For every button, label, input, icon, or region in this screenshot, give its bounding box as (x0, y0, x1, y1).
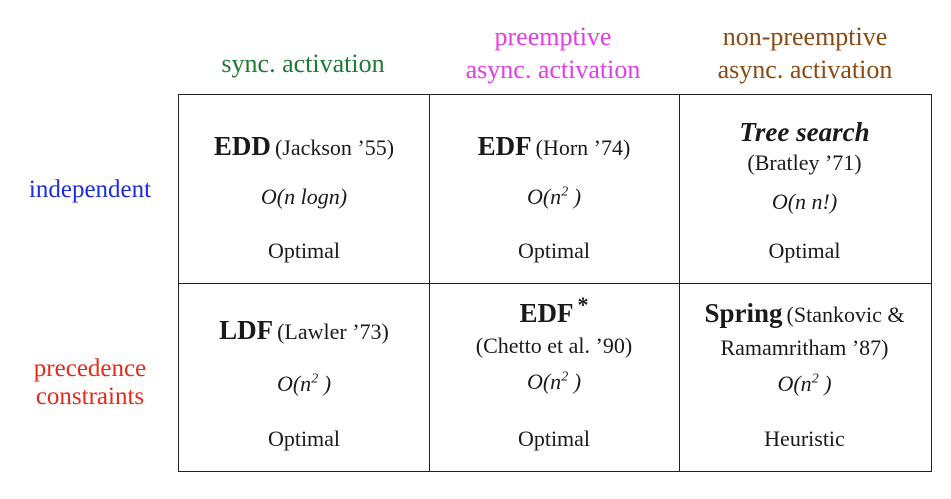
complexity-base: O(n (526, 184, 562, 209)
algorithm-name: Spring (704, 298, 783, 328)
algorithm-reference: (Lawler ’73) (277, 319, 389, 344)
complexity-exponent: 2 (561, 184, 569, 200)
algorithm-name: EDF (519, 298, 574, 328)
complexity-exponent: 2 (561, 369, 569, 385)
algorithm-reference: (Horn ’74) (535, 135, 631, 160)
complexity: O(n2 ) (429, 184, 679, 210)
complexity-end: ) (568, 369, 582, 394)
cell-spring: Spring (Stankovic & Ramamritham ’87) O(n… (679, 283, 930, 471)
complexity-end: ) (568, 184, 582, 209)
cell-edd: EDD (Jackson ’55) O(n logn) Optimal (179, 95, 429, 283)
complexity: O(n2 ) (179, 371, 429, 397)
column-header-sync: sync. activation (178, 47, 428, 80)
cell-edf-star: EDF * (Chetto et al. ’90) O(n2 ) Optimal (429, 283, 679, 471)
complexity: O(n logn) (260, 184, 348, 209)
complexity: O(n2 ) (679, 371, 930, 397)
cell-edf: EDF (Horn ’74) O(n2 ) Optimal (429, 95, 679, 283)
complexity: O(n n!) (771, 189, 838, 214)
cell-spring-title: Spring (Stankovic & (679, 298, 930, 329)
row-header-precedence-line-2: constraints (35, 383, 145, 410)
algorithm-name: Tree search (739, 117, 870, 147)
column-header-sync-line: sync. activation (221, 49, 385, 78)
algorithm-reference: (Chetto et al. ’90) (475, 333, 633, 358)
algorithm-name: LDF (219, 315, 274, 345)
algorithm-table: EDD (Jackson ’55) O(n logn) Optimal EDF … (178, 94, 932, 472)
row-header-independent-line: independent (28, 176, 152, 203)
complexity-end: ) (318, 371, 332, 396)
complexity-base: O(n (526, 369, 562, 394)
row-header-precedence: precedence constraints (4, 355, 176, 411)
cell-tree-search: Tree search (Bratley ’71) O(n n!) Optima… (679, 95, 930, 283)
column-header-preemptive-line-1: preemptive (494, 22, 612, 51)
row-divider (179, 283, 931, 284)
result: Optimal (267, 238, 341, 263)
complexity-base: O(n (276, 371, 312, 396)
column-header-nonpreemptive: non-preemptive async. activation (678, 20, 932, 86)
result: Optimal (517, 426, 591, 451)
complexity-exponent: 2 (811, 371, 819, 387)
algorithm-reference: (Stankovic & (786, 302, 905, 327)
column-header-nonpreemptive-line-2: async. activation (717, 55, 893, 84)
cell-ldf-title: LDF (Lawler ’73) (179, 315, 429, 346)
complexity-base: O(n (777, 371, 812, 396)
algorithm-reference: (Jackson ’55) (274, 135, 395, 160)
result: Heuristic (764, 426, 845, 451)
result: Optimal (768, 238, 841, 263)
cell-ldf: LDF (Lawler ’73) O(n2 ) Optimal (179, 283, 429, 471)
row-header-precedence-line-1: precedence (33, 355, 147, 382)
cell-edf-title: EDF (Horn ’74) (429, 131, 679, 162)
cell-edf-star-title: EDF * (429, 292, 679, 329)
footnote-marker: * (577, 292, 589, 317)
column-header-nonpreemptive-line-1: non-preemptive (722, 22, 888, 51)
algorithm-reference-continued: Ramamritham ’87) (720, 335, 889, 360)
complexity: O(n2 ) (429, 369, 679, 395)
result: Optimal (267, 426, 341, 451)
algorithm-reference: (Bratley ’71) (747, 150, 862, 175)
cell-edd-title: EDD (Jackson ’55) (179, 131, 429, 162)
column-header-preemptive-line-2: async. activation (465, 55, 641, 84)
result: Optimal (517, 238, 591, 263)
complexity-exponent: 2 (311, 371, 319, 387)
column-header-preemptive: preemptive async. activation (428, 20, 678, 86)
row-header-independent: independent (4, 176, 176, 204)
algorithm-name: EDD (213, 131, 271, 161)
complexity-end: ) (818, 371, 832, 396)
algorithm-name: EDF (477, 131, 532, 161)
